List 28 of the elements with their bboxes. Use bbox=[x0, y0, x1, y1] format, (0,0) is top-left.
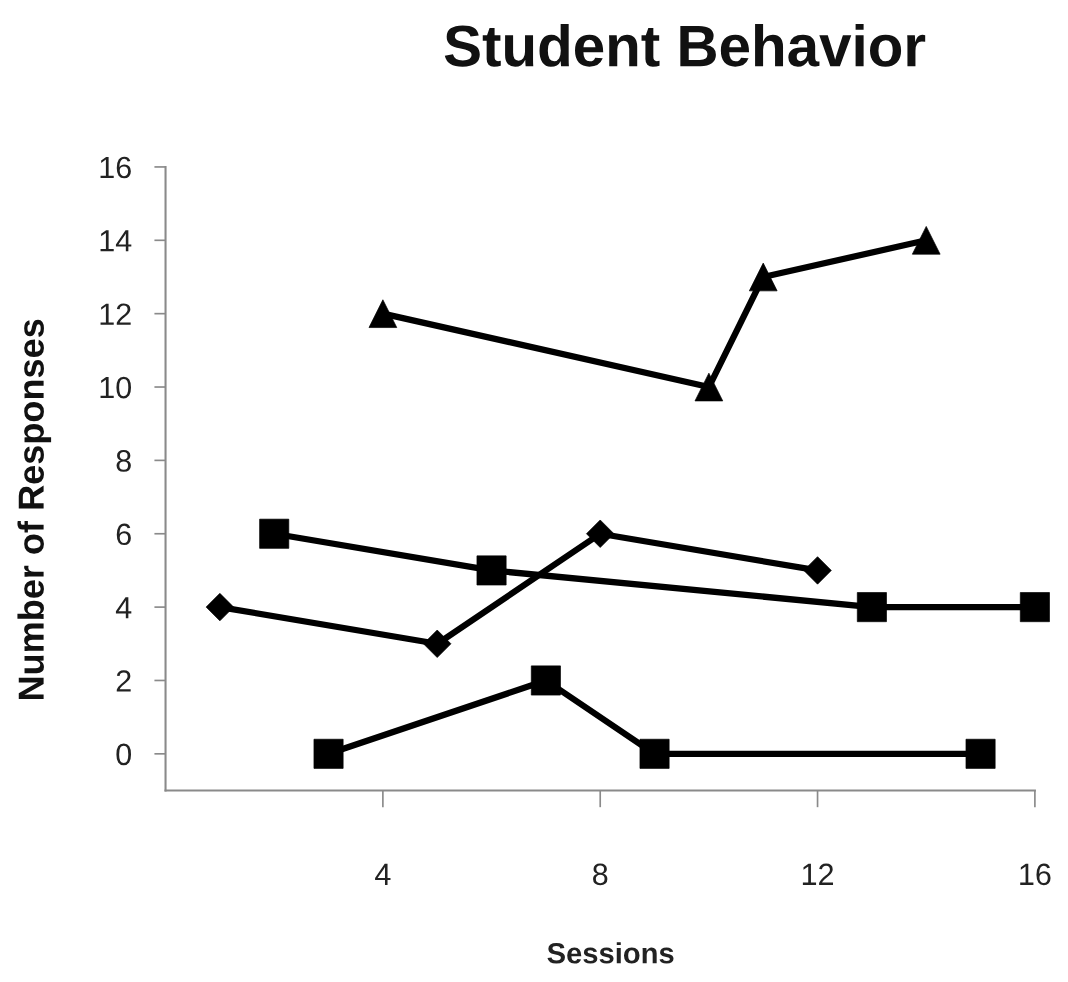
x-tick-label: 8 bbox=[593, 863, 608, 886]
y-tick-label: 10 bbox=[100, 376, 132, 399]
y-tick-label: 2 bbox=[116, 670, 131, 692]
y-tick-label: 0 bbox=[116, 743, 132, 766]
point bbox=[803, 556, 832, 585]
y-tick-label: 8 bbox=[116, 450, 131, 472]
point bbox=[1019, 592, 1050, 623]
y-tick-label: 4 bbox=[115, 597, 132, 619]
point bbox=[423, 629, 452, 658]
x-tick-label: 12 bbox=[802, 863, 834, 885]
y-tick-label: 12 bbox=[100, 303, 131, 325]
point bbox=[476, 555, 507, 586]
point bbox=[694, 372, 724, 402]
point bbox=[911, 226, 941, 255]
point bbox=[639, 738, 670, 769]
chart-title: Student Behavior bbox=[444, 23, 926, 67]
point bbox=[205, 593, 234, 622]
y-tick-label: 16 bbox=[100, 156, 131, 179]
point bbox=[313, 738, 344, 769]
x-tick-label: 4 bbox=[375, 863, 391, 885]
point bbox=[965, 738, 996, 769]
point bbox=[530, 665, 561, 696]
y-axis-title: Number of Responses bbox=[17, 319, 52, 700]
y-tick-label: 14 bbox=[100, 230, 132, 252]
y-tick-label: 6 bbox=[116, 523, 131, 546]
x-axis-title: Sessions bbox=[547, 942, 674, 964]
x-tick-label: 16 bbox=[1020, 863, 1051, 886]
point bbox=[586, 519, 615, 548]
